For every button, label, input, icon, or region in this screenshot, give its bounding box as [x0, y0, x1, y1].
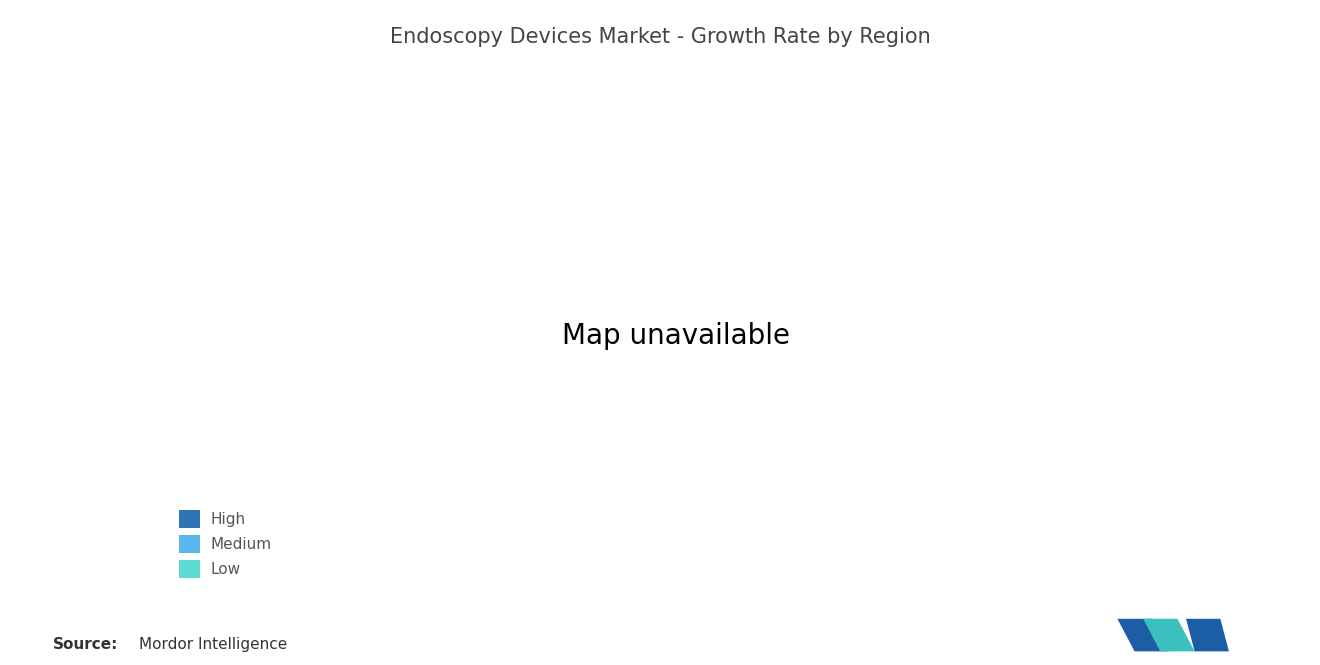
Text: Endoscopy Devices Market - Growth Rate by Region: Endoscopy Devices Market - Growth Rate b…: [389, 27, 931, 47]
Polygon shape: [1185, 618, 1229, 652]
Polygon shape: [1117, 618, 1170, 652]
Legend: High, Medium, Low: High, Medium, Low: [173, 504, 279, 585]
Polygon shape: [1143, 618, 1195, 652]
Text: Map unavailable: Map unavailable: [562, 322, 791, 350]
Text: Mordor Intelligence: Mordor Intelligence: [139, 636, 286, 652]
Text: Source:: Source:: [53, 636, 119, 652]
